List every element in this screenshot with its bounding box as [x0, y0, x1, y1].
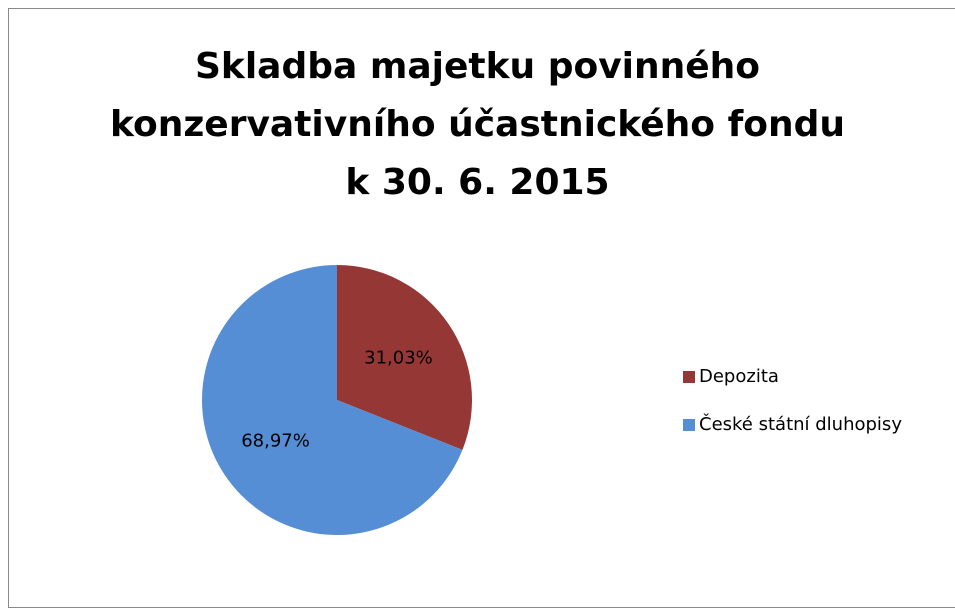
- title-box: Skladba majetku povinného konzervativníh…: [0, 38, 955, 212]
- legend-label: Depozita: [699, 366, 779, 387]
- chart-title: Skladba majetku povinného konzervativníh…: [109, 46, 845, 203]
- pie-slice: [337, 265, 472, 450]
- data-label: 31,03%: [364, 347, 433, 368]
- legend-swatch: [683, 419, 695, 431]
- legend-label: České státní dluhopisy: [699, 413, 902, 435]
- chart: 31,03% 68,97% Depozita České státní dluhopi…: [201, 265, 902, 535]
- pie-slice: [201, 265, 463, 535]
- data-label: 68,97%: [241, 431, 310, 452]
- legend-swatch: [683, 371, 695, 383]
- page: Skladba majetku povinného konzervativníh…: [0, 8, 955, 608]
